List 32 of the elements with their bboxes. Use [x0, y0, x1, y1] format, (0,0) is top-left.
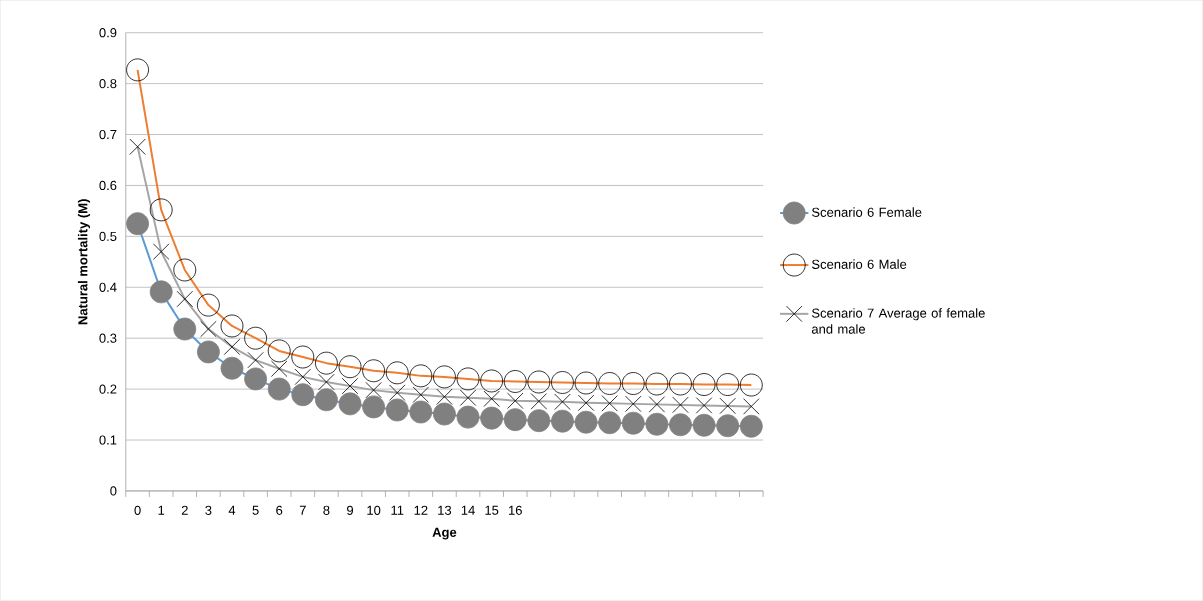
y-tick-label: 0.2: [99, 384, 117, 394]
x-tick-label: 8: [323, 505, 330, 516]
x-tick-label: 4: [228, 505, 236, 515]
x-tick-label: 6: [276, 505, 283, 516]
x-tick-label: 1: [158, 505, 165, 515]
legend-label: Scenario 7 Average of female and male: [811, 308, 985, 334]
legend-label: Scenario 6 Male: [811, 259, 907, 270]
x-tick-label: 16: [509, 505, 522, 516]
y-tick-label: 0.4: [99, 282, 117, 293]
x-tick-label: 15: [485, 505, 499, 515]
x-tick-label: 10: [367, 505, 381, 516]
x-tick-label: 2: [181, 505, 188, 515]
x-tick-label: 12: [414, 505, 428, 515]
y-tick-label: 0.9: [99, 28, 117, 38]
x-tick-label: 7: [299, 505, 306, 515]
y-tick-label: 0: [110, 486, 117, 496]
y-axis-title: Natural mortality (M): [77, 199, 91, 325]
y-tick-label: 0.8: [99, 79, 117, 89]
x-tick-label: 13: [438, 505, 452, 516]
x-tick-label: 9: [347, 505, 354, 516]
x-axis-title: Age: [432, 527, 457, 540]
x-tick-label: 5: [252, 505, 259, 515]
y-tick-label: 0.3: [99, 333, 117, 343]
legend-label: Scenario 6 Female: [811, 207, 922, 218]
x-tick-label: 0: [134, 505, 141, 516]
x-tick-label: 11: [391, 505, 404, 515]
y-tick-label: 0.5: [99, 231, 117, 242]
x-tick-label: 14: [461, 505, 475, 515]
y-tick-label: 0.7: [99, 130, 117, 140]
y-tick-label: 0.1: [99, 435, 117, 445]
y-tick-label: 0.6: [99, 181, 117, 191]
x-tick-label: 3: [205, 505, 212, 516]
